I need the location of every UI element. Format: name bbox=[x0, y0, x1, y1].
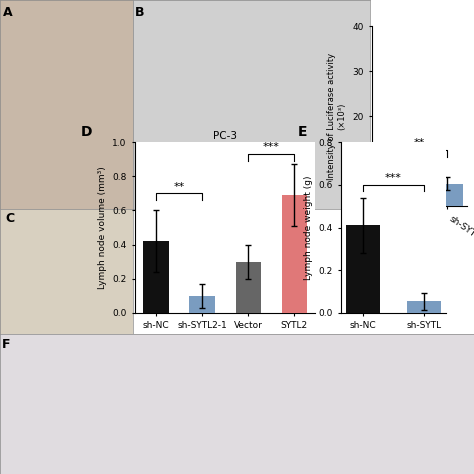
Text: F: F bbox=[2, 338, 11, 351]
Text: **: ** bbox=[414, 137, 425, 148]
Text: **: ** bbox=[173, 182, 185, 191]
Text: A: A bbox=[3, 6, 12, 19]
Text: E: E bbox=[298, 125, 307, 139]
Text: ***: *** bbox=[263, 143, 280, 153]
Text: ***: *** bbox=[385, 173, 402, 183]
Bar bbox=[190, 296, 215, 313]
Bar bbox=[236, 262, 261, 313]
Y-axis label: Lymph node weight (g): Lymph node weight (g) bbox=[304, 175, 313, 280]
Text: D: D bbox=[81, 125, 92, 139]
Bar bbox=[346, 226, 380, 313]
Text: B: B bbox=[135, 6, 145, 19]
Bar bbox=[432, 184, 463, 206]
Bar bbox=[407, 301, 441, 313]
Title: PC-3: PC-3 bbox=[213, 131, 237, 141]
Bar bbox=[143, 241, 169, 313]
Y-axis label: Intensity of Luciferase activity
(×10³): Intensity of Luciferase activity (×10³) bbox=[328, 53, 346, 180]
Text: C: C bbox=[5, 212, 14, 225]
Bar bbox=[282, 195, 307, 313]
Bar bbox=[376, 161, 407, 206]
Y-axis label: Lymph node volume (mm³): Lymph node volume (mm³) bbox=[98, 166, 107, 289]
